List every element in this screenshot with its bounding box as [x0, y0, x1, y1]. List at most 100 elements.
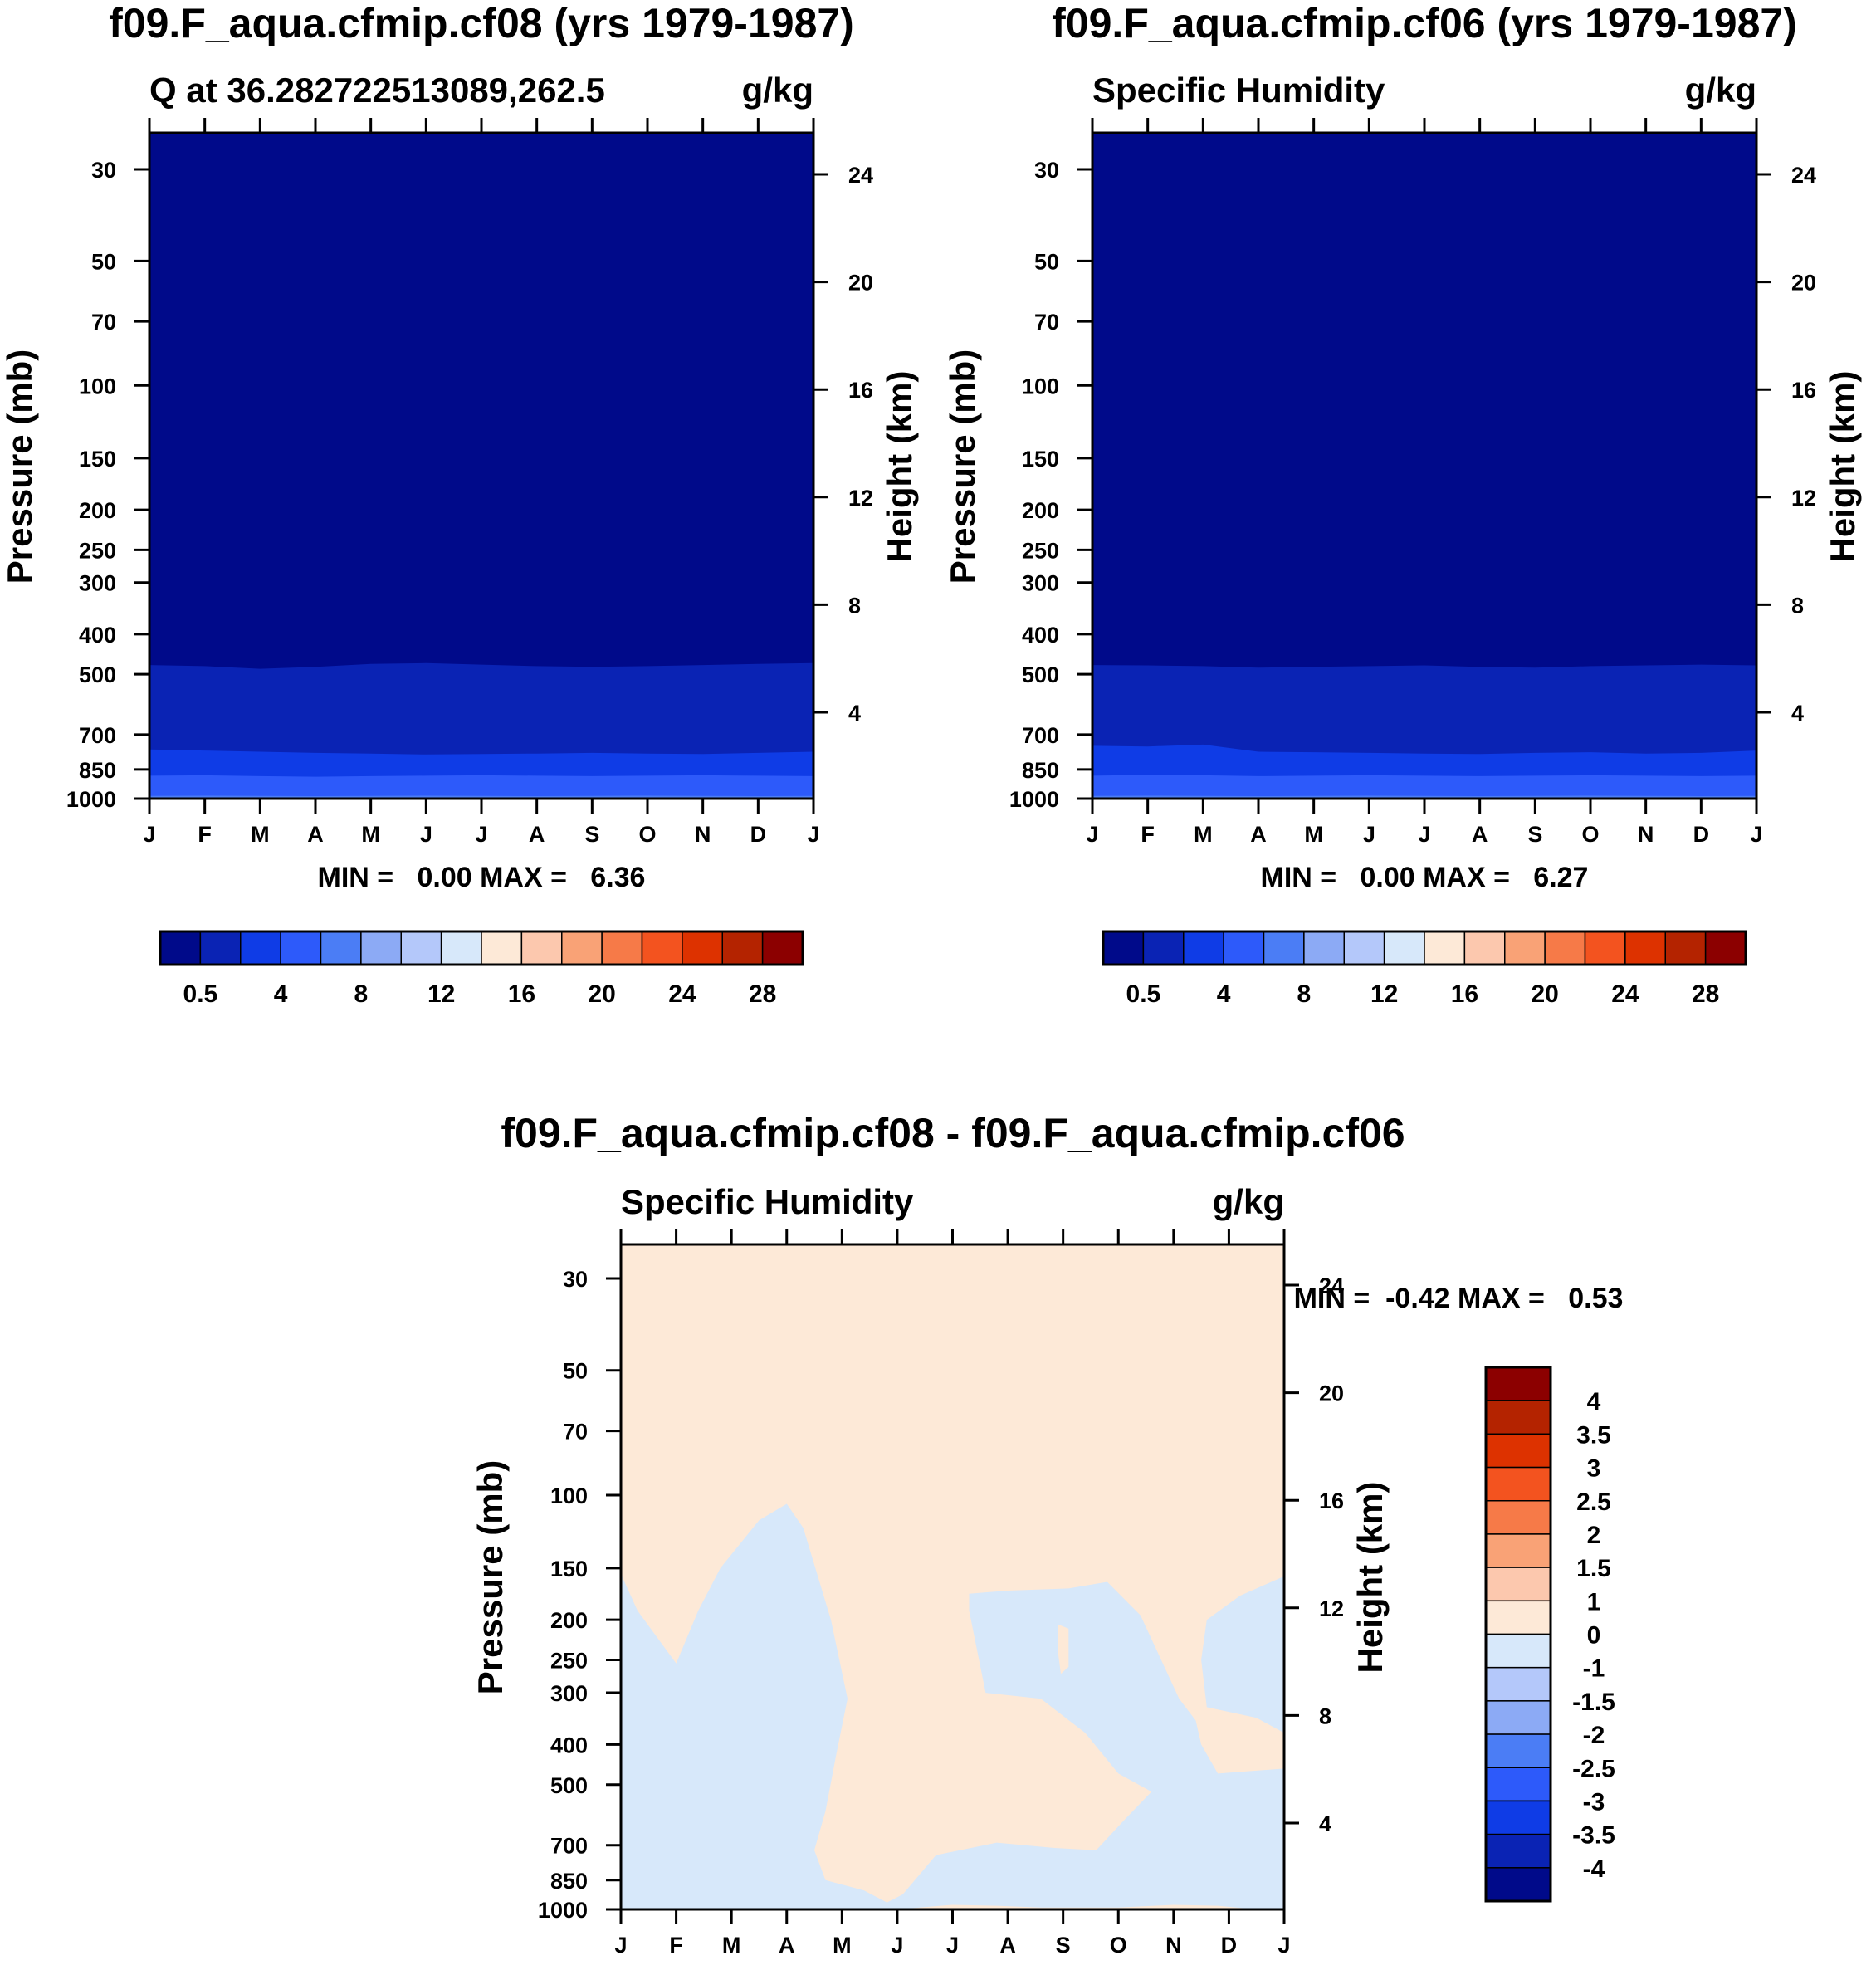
x-tick-label: F: [198, 822, 212, 847]
x-tick-label: J: [891, 1933, 903, 1958]
colorbar-label: 12: [427, 980, 455, 1008]
colorbar-swatch: [1485, 1567, 1551, 1602]
colorbar: 0.5 4 8 12 16 20 24 28: [159, 930, 804, 1008]
x-tick-label: S: [1527, 822, 1542, 847]
x-tick-label: J: [946, 1933, 959, 1958]
colorbar-swatch: [1504, 931, 1546, 965]
colorbar-swatch: [1263, 931, 1305, 965]
colorbar-swatch: [1485, 1666, 1551, 1702]
y-tick-label: 500: [1022, 662, 1059, 687]
y-tick-label: 300: [1022, 571, 1059, 596]
colorbar-swatch: [1584, 931, 1626, 965]
colorbar-swatch: [721, 931, 764, 965]
colorbar-swatch: [1485, 1633, 1551, 1669]
colorbar-swatch: [561, 931, 603, 965]
y-right-tick-label: 12: [848, 486, 873, 511]
y-tick-label: 300: [550, 1681, 588, 1706]
colorbar-label: 2: [1587, 1522, 1601, 1549]
y-right-axis-label: Height (km): [1823, 371, 1862, 563]
colorbar-label: -2.5: [1572, 1755, 1615, 1782]
colorbar-label: -3: [1583, 1788, 1605, 1816]
x-tick-label: A: [999, 1933, 1016, 1958]
colorbar-swatch: [761, 931, 804, 965]
chart-subtitle-right: g/kg: [1213, 1182, 1284, 1221]
colorbar-swatch: [1343, 931, 1385, 965]
colorbar-swatch: [1485, 1733, 1551, 1768]
colorbar-swatch: [400, 931, 442, 965]
colorbar-label: -1.5: [1572, 1689, 1615, 1716]
colorbar-frame: [1102, 930, 1747, 966]
y-right-tick-label: 20: [1791, 271, 1816, 296]
colorbar-swatch: [1664, 931, 1707, 965]
colorbar-swatch: [520, 931, 563, 965]
colorbar-frame: [159, 930, 804, 966]
colorbar-label: 20: [1531, 980, 1558, 1008]
chart-subtitle-right: g/kg: [1685, 71, 1756, 110]
colorbar-swatch: [280, 931, 322, 965]
y-tick-label: 850: [1022, 758, 1059, 783]
y-right-tick-label: 12: [1791, 486, 1816, 511]
x-tick-label: O: [638, 822, 656, 847]
y-right-tick-label: 16: [1791, 378, 1816, 403]
x-tick-label: N: [695, 822, 711, 847]
contour-band-3: [1092, 775, 1756, 799]
y-tick-label: 850: [79, 758, 116, 783]
colorbar-swatch: [1485, 1800, 1551, 1835]
colorbar-swatch: [1485, 1533, 1551, 1568]
colorbar-label: 28: [1692, 980, 1719, 1008]
colorbar-swatch: [1485, 1500, 1551, 1535]
y-axis-label: Pressure (mb): [943, 349, 982, 584]
colorbar-label: 28: [749, 980, 776, 1008]
x-tick-label: D: [1693, 822, 1710, 847]
chart-panel-2: f09.F_aqua.cfmip.cf06 (yrs 1979-1987) Spe…: [943, 0, 1862, 1008]
colorbar-swatch: [1223, 931, 1265, 965]
y-tick-label: 150: [1022, 447, 1059, 472]
y-tick-label: 200: [79, 498, 116, 523]
y-tick-label: 500: [79, 662, 116, 687]
y-tick-label: 700: [79, 723, 116, 748]
y-tick-label: 250: [1022, 538, 1059, 563]
x-tick-label: J: [1750, 822, 1762, 847]
colorbar-label: -2: [1583, 1722, 1605, 1749]
chart-title: f09.F_aqua.cfmip.cf08 (yrs 1979-1987): [109, 0, 854, 46]
y-tick-label: 250: [550, 1649, 588, 1674]
colorbar-swatch: [682, 931, 723, 965]
y-tick-label: 500: [550, 1773, 588, 1798]
x-tick-label: F: [669, 1933, 683, 1958]
y-axis-label: Pressure (mb): [0, 349, 39, 584]
colorbar-swatch: [1485, 1366, 1551, 1401]
contour-fills: [1092, 133, 1756, 799]
colorbar-swatch: [1544, 931, 1586, 965]
y-tick-label: 50: [1034, 249, 1059, 274]
chart-subtitle-right: g/kg: [742, 71, 813, 110]
colorbar-label: -3.5: [1572, 1822, 1615, 1850]
y-tick-label: 150: [550, 1557, 588, 1581]
y-tick-label: 150: [79, 447, 116, 472]
y-tick-label: 850: [550, 1869, 588, 1894]
colorbar-label: 0: [1587, 1622, 1601, 1650]
colorbar-label: 4: [1587, 1388, 1601, 1415]
colorbar-swatch: [1463, 931, 1506, 965]
x-tick-label: J: [143, 822, 155, 847]
colorbar-label: 12: [1370, 980, 1398, 1008]
y-right-tick-label: 20: [848, 271, 873, 296]
x-tick-label: J: [1278, 1933, 1290, 1958]
x-tick-label: J: [1086, 822, 1098, 847]
y-tick-label: 1000: [538, 1898, 588, 1923]
x-tick-label: N: [1638, 822, 1654, 847]
colorbar-label: 3: [1587, 1455, 1601, 1483]
colorbar-swatch: [240, 931, 281, 965]
y-tick-label: 50: [563, 1359, 588, 1384]
colorbar-swatch: [1485, 1833, 1551, 1869]
colorbar-label: 4: [1217, 980, 1231, 1008]
colorbar-swatch: [320, 931, 362, 965]
colorbar-swatch: [1485, 1433, 1551, 1469]
colorbar-label: 16: [508, 980, 535, 1008]
y-right-axis-label: Height (km): [880, 371, 919, 563]
x-tick-label: D: [1221, 1933, 1238, 1958]
colorbar-vertical: 4 3.5 3 2.5 2 1.5 1 0 -1 -1.5 -2 -2.5 -3 -3.5 -4: [1484, 1366, 1615, 1903]
colorbar-swatch: [1485, 1400, 1551, 1435]
colorbar-swatch: [1303, 931, 1345, 965]
colorbar-swatch: [1485, 1600, 1551, 1635]
